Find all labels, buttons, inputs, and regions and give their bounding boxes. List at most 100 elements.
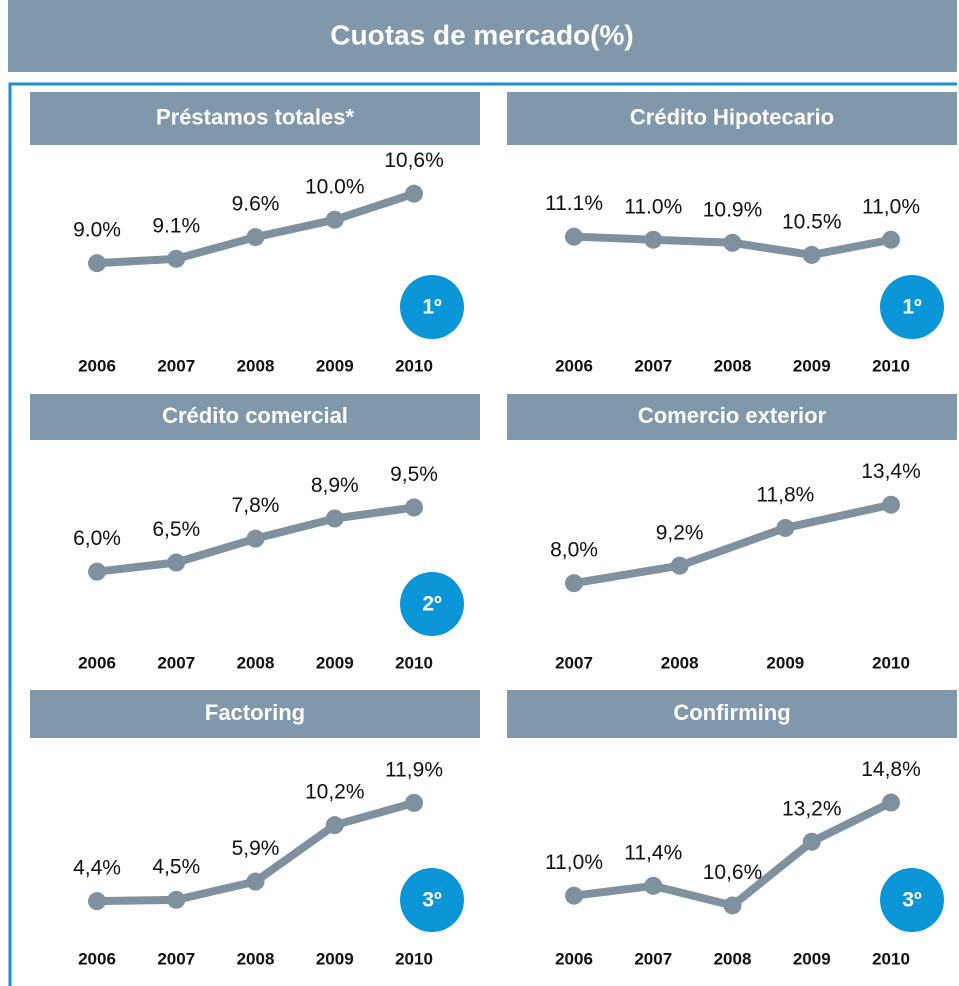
- data-point: [644, 230, 663, 249]
- chart-header: [30, 394, 480, 440]
- data-point: [88, 892, 106, 911]
- x-tick-label: 2008: [237, 356, 275, 375]
- data-point: [565, 227, 583, 246]
- x-tick-label: 2006: [78, 356, 116, 375]
- chart-header: [507, 92, 957, 145]
- data-label: 10,2%: [305, 781, 365, 804]
- x-tick-label: 2007: [634, 949, 672, 968]
- data-label: 14,8%: [861, 758, 921, 781]
- data-point: [565, 574, 583, 593]
- page-title: Cuotas de mercado(%): [330, 19, 633, 50]
- chart-title: Crédito comercial: [162, 403, 348, 428]
- data-point: [723, 233, 742, 252]
- chart-header: [507, 394, 957, 440]
- data-label: 9,5%: [390, 463, 438, 486]
- data-point: [882, 230, 900, 249]
- x-tick-label: 2008: [237, 949, 275, 968]
- data-point: [88, 562, 106, 581]
- data-label: 11.1%: [545, 192, 603, 215]
- data-label: 9.1%: [152, 214, 200, 237]
- frame: [8, 82, 957, 986]
- data-point: [776, 518, 795, 537]
- data-point: [405, 184, 423, 203]
- data-point: [88, 254, 106, 273]
- x-tick-label: 2009: [316, 949, 354, 968]
- data-label: 11,4%: [624, 841, 682, 864]
- data-point: [325, 210, 344, 229]
- title-bar: [8, 0, 957, 72]
- data-label: 9,2%: [656, 521, 704, 544]
- data-point: [644, 876, 663, 895]
- data-label: 6,5%: [152, 518, 200, 541]
- x-tick-label: 2008: [714, 949, 752, 968]
- x-tick-label: 2008: [714, 356, 752, 375]
- x-tick-label: 2010: [872, 949, 910, 968]
- chart-title: Préstamos totales*: [156, 104, 355, 129]
- data-point: [882, 495, 900, 514]
- data-point: [246, 529, 265, 548]
- data-point: [405, 498, 423, 517]
- data-point: [723, 896, 742, 915]
- x-tick-label: 2009: [793, 356, 831, 375]
- data-label: 5,9%: [232, 837, 280, 860]
- data-point: [325, 509, 344, 528]
- data-point: [246, 228, 265, 247]
- rank-label: 3º: [902, 889, 922, 912]
- x-tick-label: 2006: [555, 356, 593, 375]
- data-point: [167, 249, 186, 268]
- x-tick-label: 2010: [872, 356, 910, 375]
- data-label: 11.0%: [624, 195, 682, 218]
- rank-badge: [400, 868, 464, 932]
- data-label: 7,8%: [232, 494, 280, 517]
- x-tick-label: 2010: [395, 356, 433, 375]
- x-tick-label: 2009: [316, 356, 354, 375]
- rank-label: 3º: [422, 889, 442, 912]
- chart-header: [30, 690, 480, 738]
- x-tick-label: 2006: [78, 949, 116, 968]
- chart-header: [30, 92, 480, 145]
- data-line: [573, 500, 892, 588]
- x-tick-label: 2006: [555, 949, 593, 968]
- data-line: [573, 798, 893, 910]
- data-label: 11,0%: [862, 195, 920, 218]
- x-tick-label: 2006: [78, 653, 116, 672]
- rank-badge: [400, 275, 464, 339]
- x-tick-label: 2007: [555, 653, 593, 672]
- data-label: 13,2%: [782, 797, 842, 820]
- data-label: 6,0%: [73, 527, 121, 550]
- chart-title: Factoring: [205, 700, 305, 725]
- data-point: [167, 890, 186, 909]
- rank-label: 1º: [902, 296, 922, 319]
- data-label: 10,6%: [384, 149, 444, 172]
- chart-title: Comercio exterior: [638, 403, 827, 428]
- x-tick-label: 2009: [316, 653, 354, 672]
- x-tick-label: 2010: [872, 653, 910, 672]
- rank-badge: [400, 572, 464, 636]
- rank-badge: [880, 275, 944, 339]
- data-label: 11,0%: [545, 851, 603, 874]
- data-point: [565, 886, 583, 905]
- data-label: 11,9%: [385, 758, 443, 781]
- x-tick-label: 2008: [661, 653, 699, 672]
- data-label: 13,4%: [861, 460, 921, 483]
- data-point: [670, 556, 689, 575]
- x-tick-label: 2007: [157, 356, 195, 375]
- x-tick-label: 2010: [395, 949, 433, 968]
- data-point: [802, 245, 821, 264]
- rank-label: 2º: [422, 593, 442, 616]
- data-label: 10.5%: [782, 210, 842, 233]
- data-point: [802, 832, 821, 851]
- data-label: 9.0%: [73, 219, 121, 242]
- data-label: 10,6%: [703, 861, 763, 884]
- data-label: 10.9%: [703, 198, 763, 221]
- data-label: 11,8%: [756, 483, 814, 506]
- chart-title: Crédito Hipotecario: [630, 104, 834, 129]
- data-label: 4,5%: [152, 855, 200, 878]
- data-point: [246, 872, 265, 891]
- rank-label: 1º: [422, 296, 442, 319]
- data-label: 8,0%: [550, 539, 598, 562]
- data-label: 8,9%: [311, 474, 359, 497]
- chart-title: Confirming: [673, 700, 790, 725]
- x-tick-label: 2010: [395, 653, 433, 672]
- x-tick-label: 2009: [793, 949, 831, 968]
